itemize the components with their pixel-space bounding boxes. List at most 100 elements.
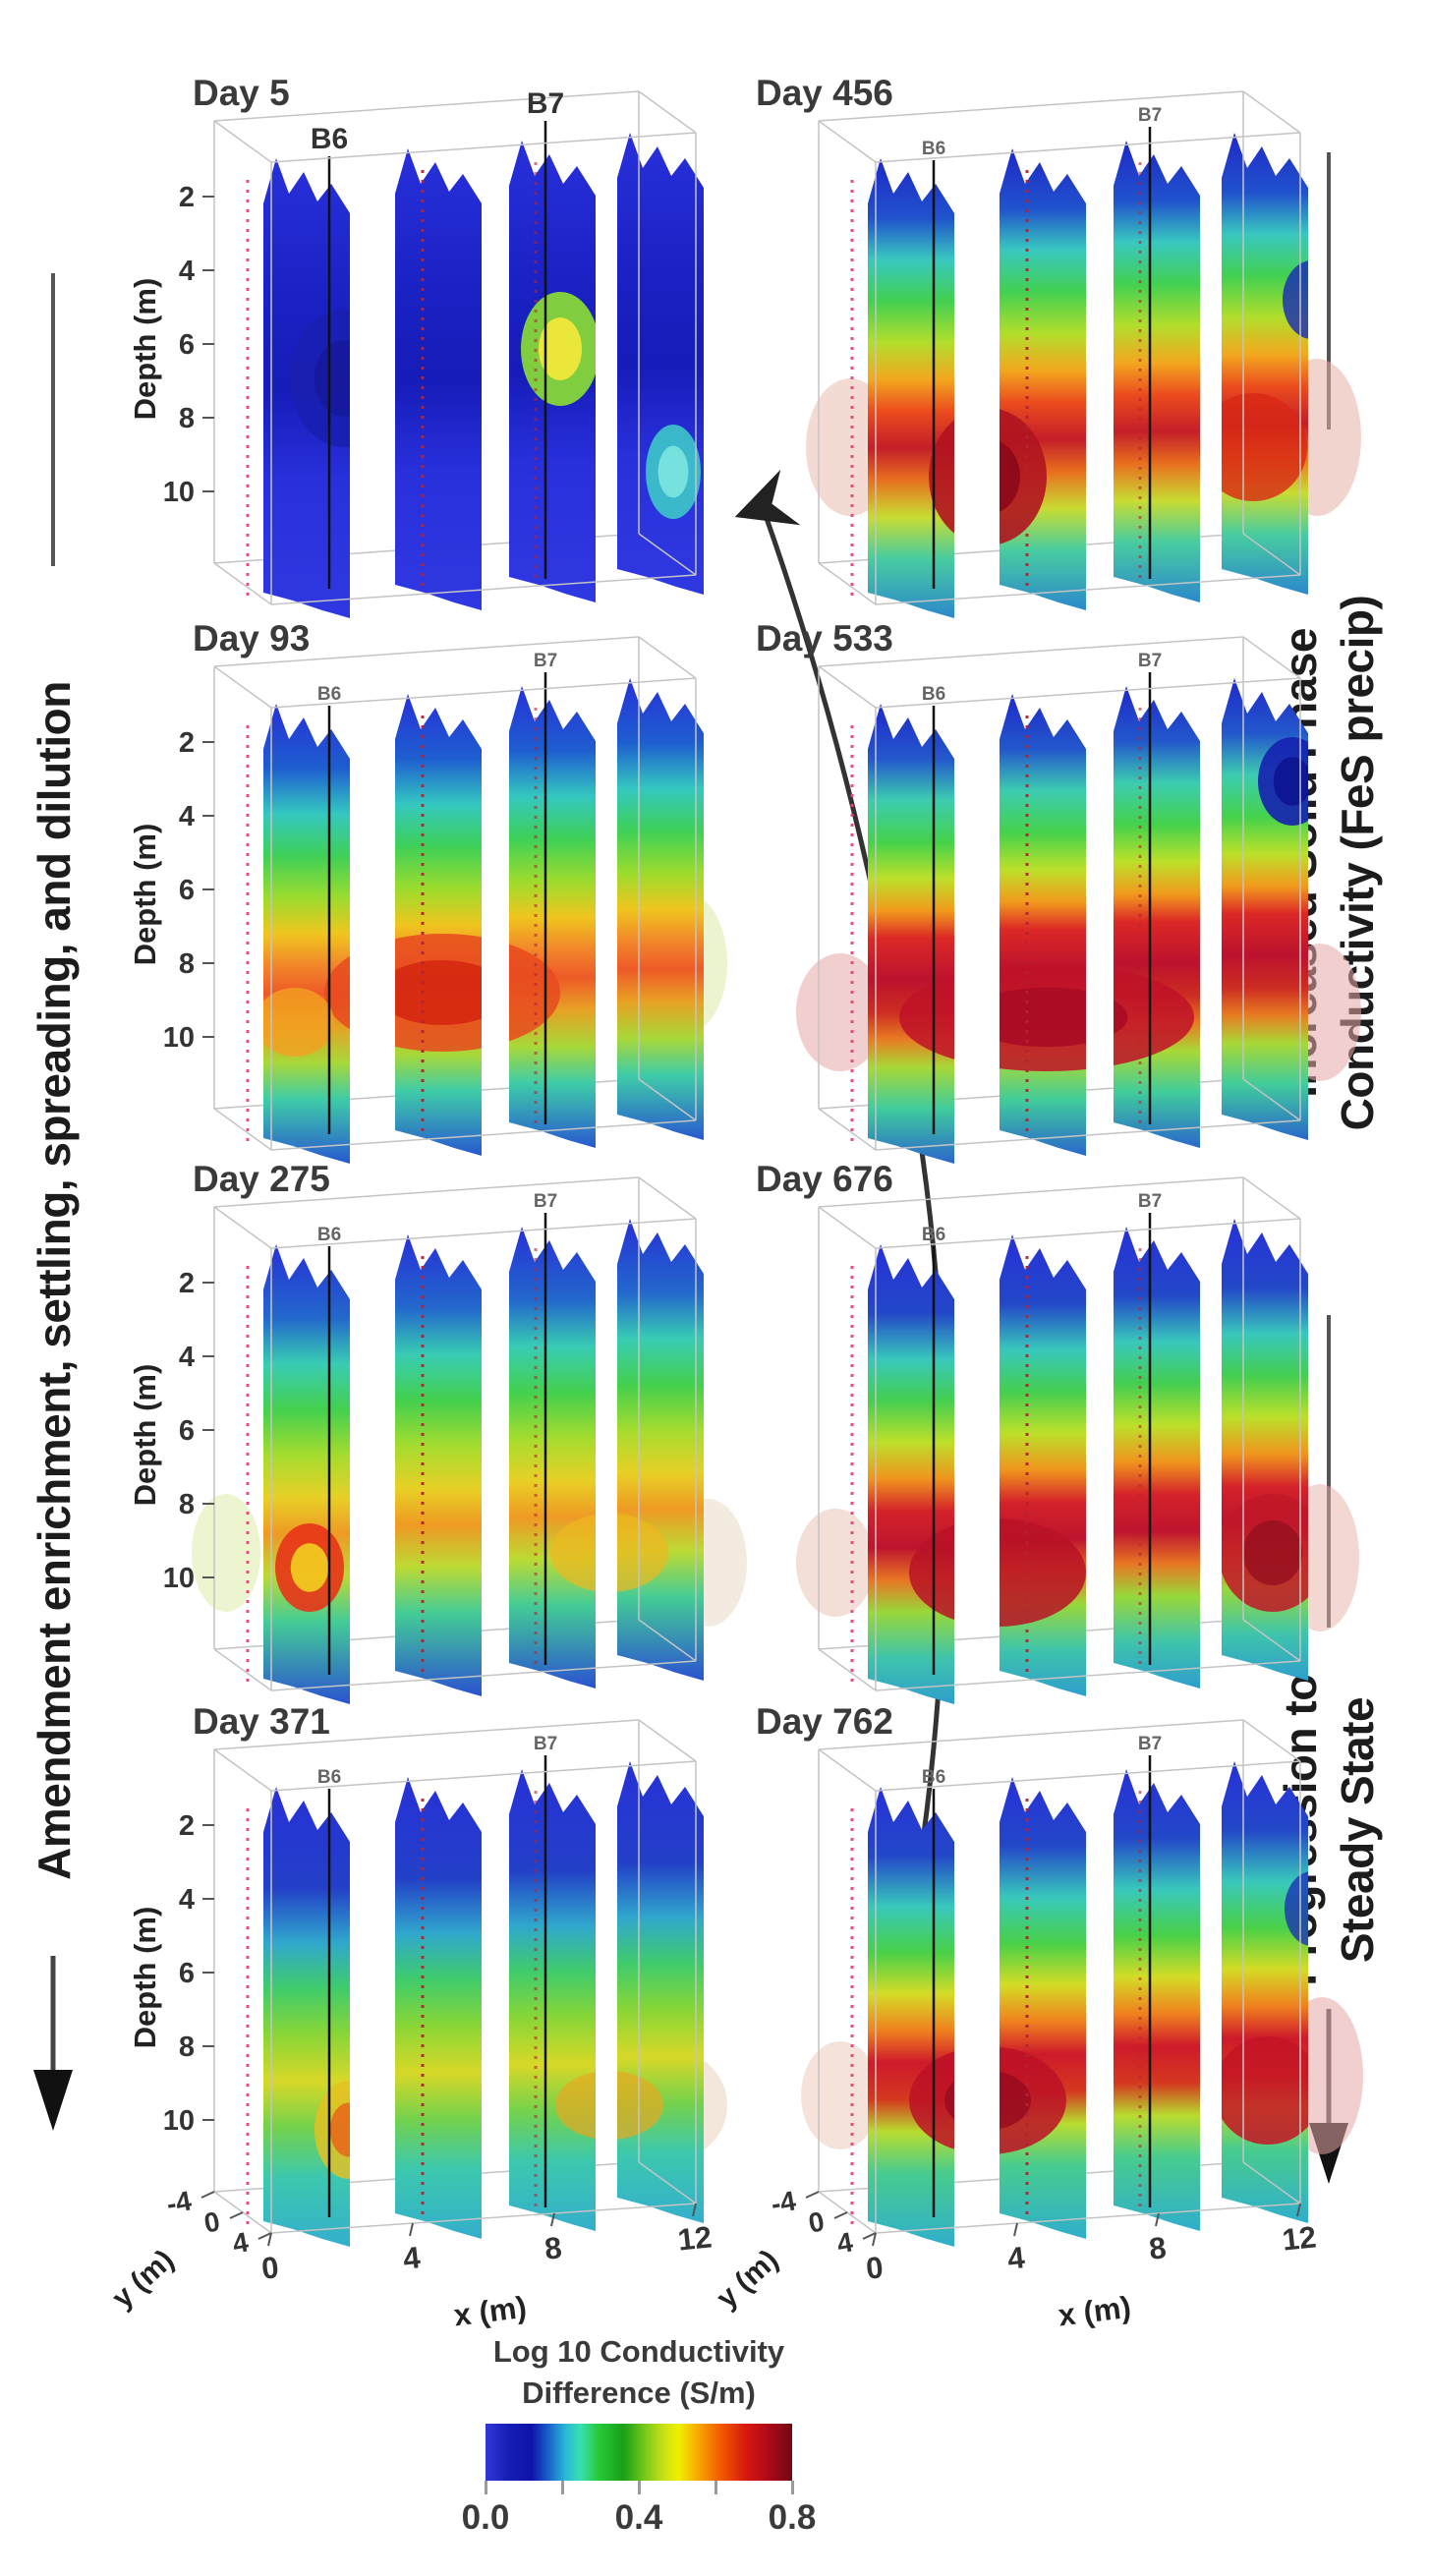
anomaly-blob-core [329,2102,369,2157]
panel-title: Day 93 [193,618,310,658]
depth-tick-label: 10 [163,477,195,508]
isosurface-halo [796,1509,875,1617]
colorbar-label-mid: 0.4 [614,2498,663,2537]
depth-tick-label: 2 [179,1268,195,1299]
colorbar: Log 10 Conductivity Difference (S/m) 0.0… [442,2331,835,2537]
y-tick [862,2232,877,2240]
fence-slice [868,158,954,618]
depth-tick-label: 8 [179,2032,195,2063]
fence-slice [509,686,596,1148]
y-tick [833,2211,848,2219]
colorbar-gradient [486,2424,792,2481]
colorbar-bar-area: 0.0 0.4 0.8 [462,2424,816,2537]
x-tick-label: 4 [401,2240,423,2276]
borehole-label-b7: B7 [527,87,564,120]
right-top-annotation-line [1327,152,1331,429]
borehole-label-b6: B6 [922,139,945,159]
fence-slice [1114,1227,1200,1689]
depth-tick-label: 8 [179,1489,195,1520]
depth-tick-label: 4 [179,1342,195,1373]
fence-slice [1114,1769,1200,2231]
colorbar-tick [485,2481,487,2494]
panel-day-93: B6 B7 Day 93 2 4 6 8 10 Depth (m) [128,618,727,1164]
x-tick-label: 8 [1147,2230,1168,2266]
y-axis-label: y (m) [106,2244,180,2315]
y-tick-label: -4 [769,2185,798,2219]
depth-tick-label: 6 [179,875,195,906]
x-tick [409,2222,414,2237]
x-tick-label: 4 [1005,2240,1027,2276]
fence-slice [617,1219,704,1681]
borehole-label-b6: B6 [317,684,341,705]
fence-slice [395,148,482,610]
depth-tick-label: 8 [179,403,195,434]
y-tick-label: -4 [164,2185,194,2219]
x-tick [692,2203,697,2217]
anomaly-blob [1283,260,1308,339]
anomaly-blob [263,988,334,1057]
anomaly-blob-core [1273,757,1308,806]
fence-slice [868,704,954,1164]
panel-day-676: B6 B7 Day 676 [756,1159,1359,1704]
panel-title: Day 533 [756,618,893,658]
panel-title: Day 371 [193,1701,330,1742]
panel-day-275: B6 B7 Day 275 2 4 6 8 10 Depth (m) [128,1159,747,1704]
depth-tick-label: 6 [179,1415,195,1447]
left-down-arrow-icon [33,1956,73,2131]
panel-day-533: B6 B7 Day 533 [756,618,1361,1164]
x-tick-label: 0 [259,2250,280,2286]
borehole-label-b7: B7 [534,651,557,671]
y-tick [257,2232,272,2240]
borehole-label-b6: B6 [922,1767,945,1788]
panel-day-5: B6 B7 Day 5 2 4 6 8 10 Depth (m) [128,73,704,618]
colorbar-tick [638,2481,641,2494]
fence-slice [1114,686,1200,1148]
borehole-label-b6: B6 [922,684,945,705]
depth-tick-label: 10 [163,1563,195,1594]
panel-title: Day 456 [756,73,893,113]
fence-slice [509,1227,596,1689]
borehole-label-b6: B6 [922,1225,945,1245]
colorbar-title-line1: Log 10 Conductivity [492,2334,785,2369]
isosurface-halo [801,2041,880,2149]
y-tick [805,2191,820,2199]
borehole-label-b7: B7 [1138,1734,1162,1754]
depth-tick-label: 10 [163,1022,195,1054]
depth-axis-label: Depth (m) [128,278,162,421]
anomaly-blob-core [955,438,1020,515]
anomaly-blob-core [377,960,507,1025]
left-annotation-text: Amendment enrichment, settling, spreadin… [28,681,81,1880]
anomaly-blob [550,1514,668,1592]
fence-slice [1000,694,1086,1156]
y-tick-label: 4 [230,2226,251,2259]
x-tick-label: 8 [543,2230,563,2266]
depth-tick-label: 4 [179,256,195,287]
fence-slice [1000,1777,1086,2239]
depth-tick-label: 6 [179,1958,195,1989]
fence-slice [868,1787,954,2247]
fence-slice [617,678,704,1140]
colorbar-tick [791,2481,794,2494]
fence-slice [395,1234,482,1696]
anomaly-blob-core [1242,1520,1303,1585]
depth-tick-label: 6 [179,329,195,361]
anomaly-blob [909,1518,1086,1627]
panel-title: Day 762 [756,1701,893,1742]
depth-tick-label: 4 [179,801,195,832]
fence-slice [1222,1761,1308,2223]
anomaly-blobs [314,2071,663,2179]
fence-slice [263,704,350,1164]
left-annotation-line [51,273,55,566]
y-tick [200,2191,215,2199]
fence-slice [509,1769,596,2231]
left-annotation-label: Amendment enrichment, settling, spreadin… [29,681,80,1880]
borehole-label-b6: B6 [317,1767,341,1788]
fence-slice [263,1244,350,1704]
x-tick [267,2232,272,2247]
y-tick [229,2211,244,2219]
x-tick-label: 12 [1281,2219,1318,2257]
fence-slice [1000,148,1086,610]
panel-day-456: B6 B7 Day 456 [756,73,1361,618]
